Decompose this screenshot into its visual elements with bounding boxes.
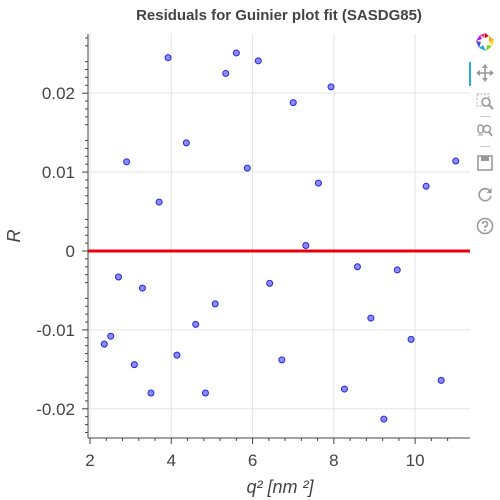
x-tick-label: 10 (406, 451, 425, 470)
data-point (114, 273, 122, 281)
data-point (254, 57, 262, 65)
x-tick-label: 2 (85, 451, 94, 470)
y-axis-label: R (4, 230, 24, 243)
x-axis-label: q² [nm ²] (246, 477, 314, 497)
chart-title: Residuals for Guinier plot fit (SASDG85) (136, 7, 422, 24)
data-point (201, 389, 209, 397)
data-point (147, 389, 155, 397)
data-point (100, 340, 108, 348)
x-tick-label: 6 (248, 451, 257, 470)
data-point (407, 335, 415, 343)
x-tick-label: 4 (167, 451, 176, 470)
data-point (211, 300, 219, 308)
data-point (278, 356, 286, 364)
data-point (173, 351, 181, 359)
data-point (138, 284, 146, 292)
data-point (340, 385, 348, 393)
y-tick-label: -0.02 (36, 400, 75, 419)
bokeh-logo[interactable] (472, 30, 498, 54)
data-point (222, 69, 230, 77)
grid (88, 34, 470, 438)
data-point (437, 376, 445, 384)
data-point (182, 139, 190, 147)
x-tick-label: 8 (329, 451, 338, 470)
help-icon (476, 217, 494, 235)
data-point (380, 415, 388, 423)
data-point (192, 320, 200, 328)
data-point (164, 54, 172, 62)
wheel-zoom-icon (477, 124, 493, 137)
y-tick-label: 0 (66, 242, 75, 261)
y-tick-label: -0.01 (36, 321, 75, 340)
pan-icon (476, 64, 494, 82)
y-tick-label: 0.02 (42, 84, 75, 103)
help-tool[interactable] (472, 214, 498, 238)
wheel-zoom-tool[interactable] (472, 119, 498, 143)
save-icon (477, 155, 493, 171)
save-tool[interactable] (472, 151, 498, 175)
data-point (327, 83, 335, 91)
box-zoom-icon (476, 93, 494, 110)
data-point (353, 263, 361, 271)
toolbar-separator (480, 146, 490, 147)
bokeh-logo-icon (476, 33, 494, 51)
y-tick-label: 0.01 (42, 163, 75, 182)
toolbar-separator (480, 116, 490, 117)
data-point (123, 158, 131, 166)
data-point (302, 241, 310, 249)
reset-tool[interactable] (472, 183, 498, 207)
data-point (243, 164, 251, 172)
data-point (266, 279, 274, 287)
data-point (452, 157, 460, 165)
ticks: 2 4 6 8 10 -0.02 -0.01 0 0.01 0.02 (36, 37, 449, 470)
data-point (130, 361, 138, 369)
pan-tool[interactable] (469, 61, 498, 86)
data-point (155, 198, 163, 206)
data-point (367, 314, 375, 322)
data-point (393, 266, 401, 274)
axes (87, 34, 470, 439)
box-zoom-tool[interactable] (472, 90, 498, 114)
data-point (107, 332, 115, 340)
data-point (289, 99, 297, 107)
reset-icon (478, 187, 492, 202)
data-points (100, 49, 460, 423)
toolbar (469, 28, 500, 268)
data-point (422, 182, 430, 190)
data-point (314, 179, 322, 187)
data-point (232, 49, 240, 57)
